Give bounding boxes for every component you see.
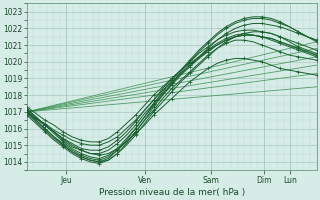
X-axis label: Pression niveau de la mer( hPa ): Pression niveau de la mer( hPa ) xyxy=(99,188,245,197)
